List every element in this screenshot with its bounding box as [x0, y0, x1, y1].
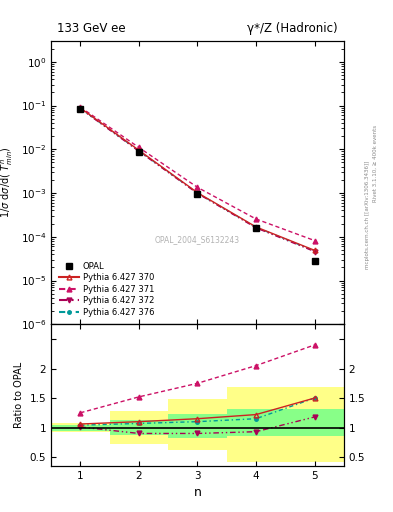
Text: 133 GeV ee: 133 GeV ee: [57, 23, 126, 35]
Y-axis label: 1/$\sigma$ d$\sigma$/d( $T^n_{min}$): 1/$\sigma$ d$\sigma$/d( $T^n_{min}$): [0, 147, 15, 219]
X-axis label: n: n: [193, 486, 202, 499]
Text: γ*/Z (Hadronic): γ*/Z (Hadronic): [248, 23, 338, 35]
Y-axis label: Ratio to OPAL: Ratio to OPAL: [14, 362, 24, 428]
Text: Rivet 3.1.10, ≥ 400k events: Rivet 3.1.10, ≥ 400k events: [373, 125, 378, 202]
Text: mcplots.cern.ch.ch [[arXiv:1306.3436]]: mcplots.cern.ch.ch [[arXiv:1306.3436]]: [365, 161, 370, 269]
Text: OPAL_2004_S6132243: OPAL_2004_S6132243: [155, 235, 240, 244]
Legend: OPAL, Pythia 6.427 370, Pythia 6.427 371, Pythia 6.427 372, Pythia 6.427 376: OPAL, Pythia 6.427 370, Pythia 6.427 371…: [55, 259, 158, 320]
